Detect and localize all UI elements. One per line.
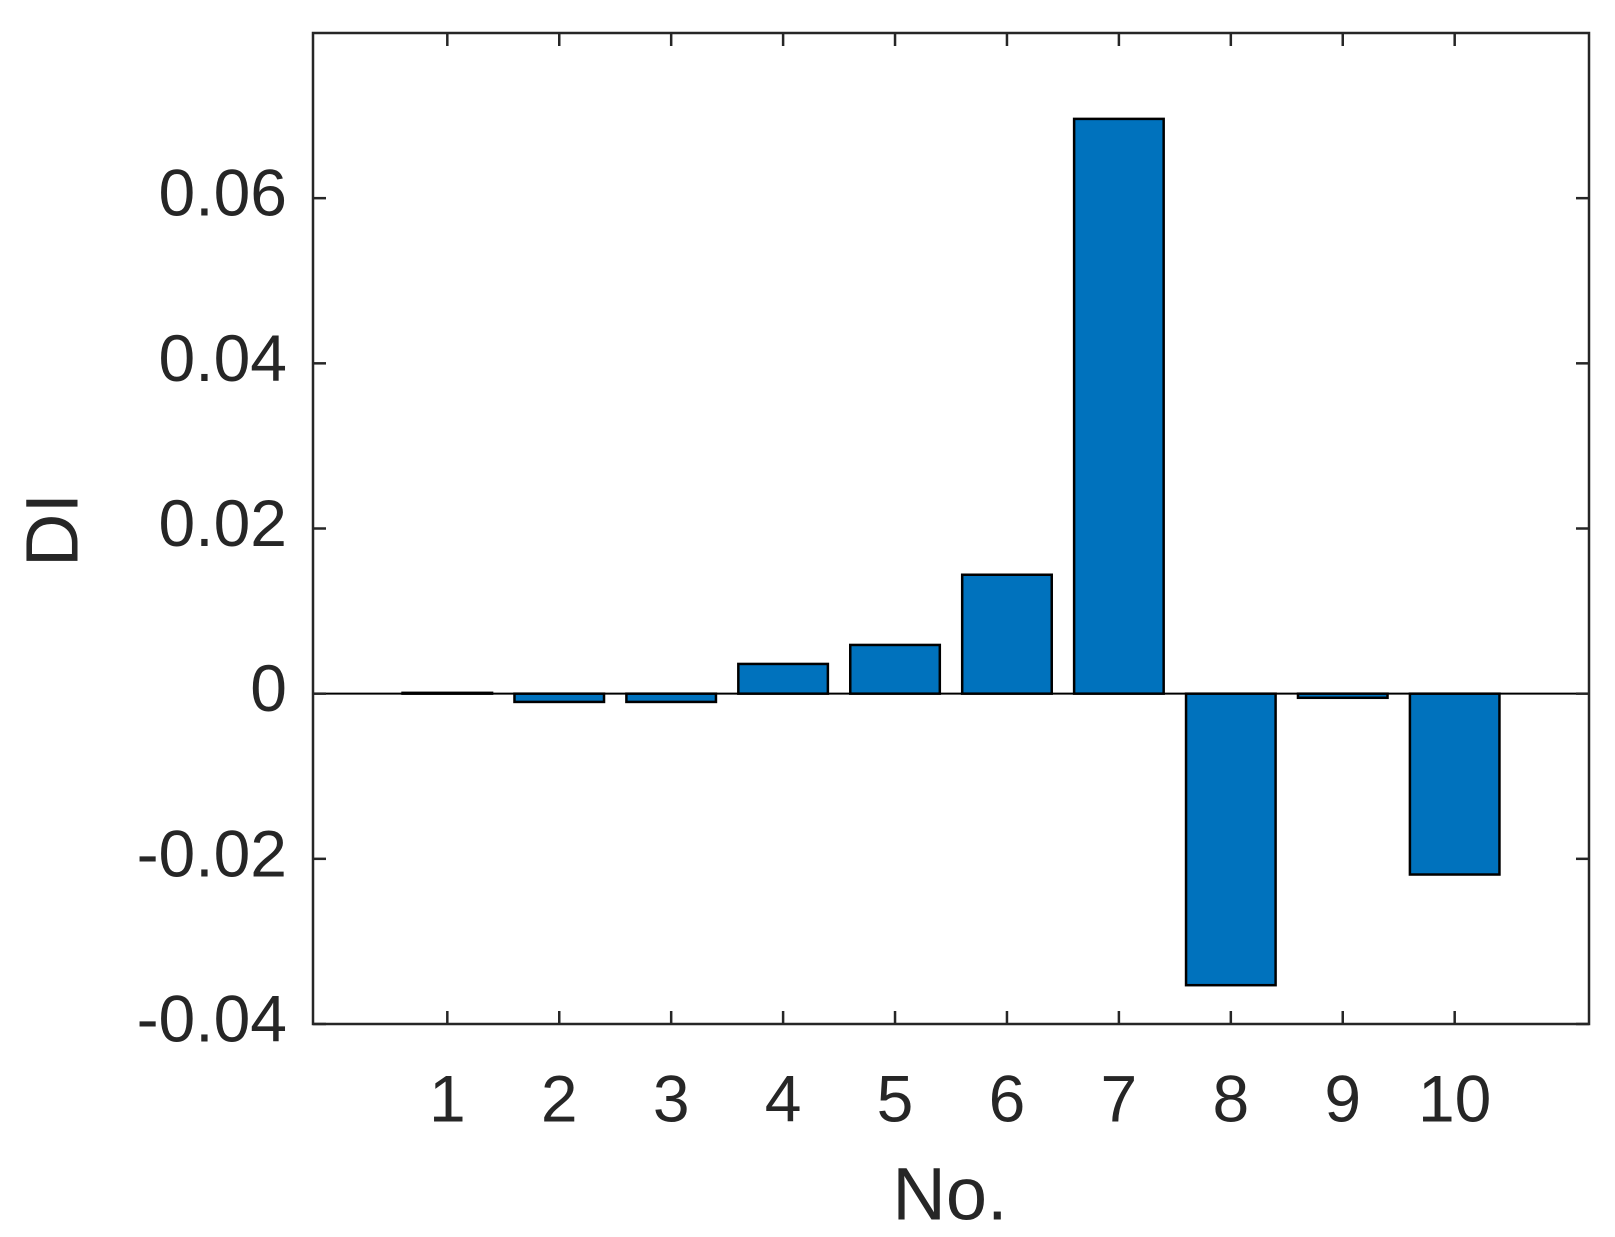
x-tick-label: 5: [877, 1061, 914, 1135]
x-tick-label: 4: [765, 1061, 802, 1135]
bar: [849, 643, 942, 695]
x-tick-label: 1: [429, 1061, 466, 1135]
plot-frame: [311, 31, 1591, 1026]
x-tick-label: 2: [541, 1061, 578, 1135]
y-tick-label: 0.06: [159, 156, 287, 230]
x-tick-label: 10: [1418, 1061, 1491, 1135]
x-tick-label: 3: [653, 1061, 690, 1135]
x-axis-label: No.: [892, 1153, 1007, 1236]
y-tick-label: -0.04: [137, 981, 287, 1055]
x-tick-label: 9: [1324, 1061, 1361, 1135]
bar: [737, 662, 830, 695]
y-axis-label: DI: [11, 493, 94, 567]
x-tick-label: 6: [989, 1061, 1026, 1135]
y-tick-label: 0.02: [159, 486, 287, 560]
bar: [1072, 117, 1165, 695]
y-tick-label: -0.02: [137, 816, 287, 890]
x-tick-label: 7: [1101, 1061, 1138, 1135]
bar: [960, 573, 1053, 695]
bar: [1408, 692, 1501, 876]
y-tick-label: 0: [250, 651, 287, 725]
y-tick-label: 0.04: [159, 321, 287, 395]
bar: [625, 692, 718, 704]
bar: [1184, 692, 1277, 987]
x-tick-label: 8: [1212, 1061, 1249, 1135]
bar: [513, 692, 606, 704]
